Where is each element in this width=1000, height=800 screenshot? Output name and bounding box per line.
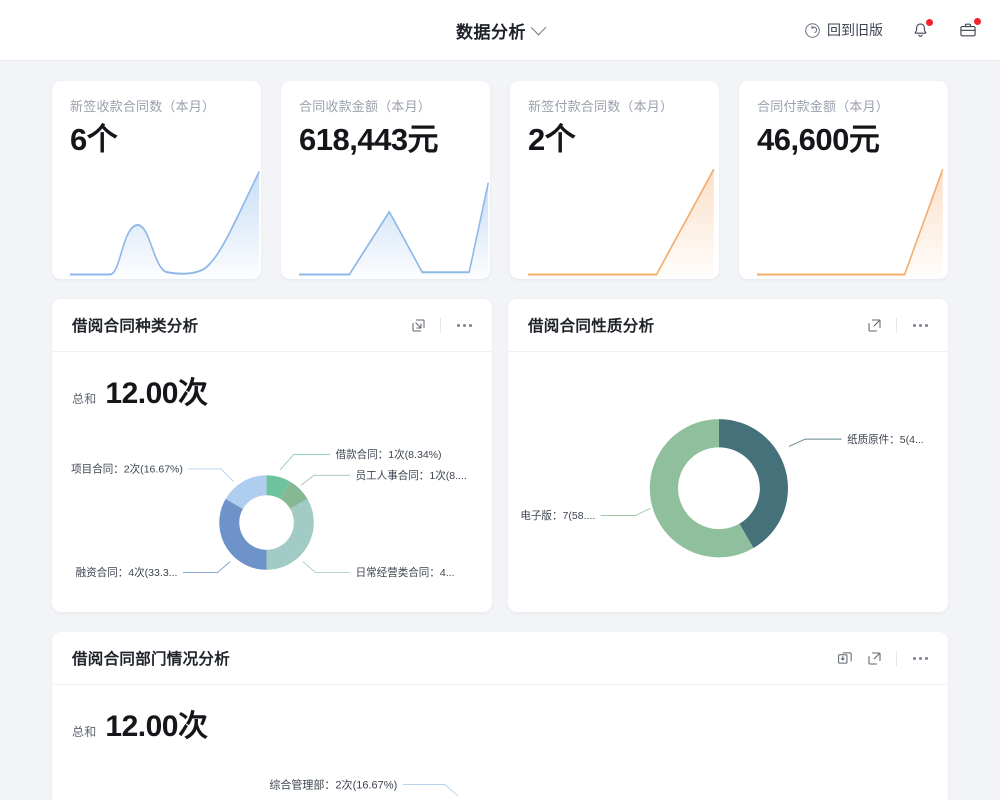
sparkline-new-receipt-contracts xyxy=(70,167,261,279)
kpi-value: 2个 xyxy=(528,122,576,157)
panel-header: 借阅合同性质分析 xyxy=(508,299,948,352)
chart-contract-department-pie[interactable]: 综合管理部：2次(16.67%) xyxy=(72,763,928,800)
header-actions: 回到旧版 xyxy=(804,0,981,60)
dashboard-content: 新签收款合同数（本月） 6个 合同收款金额（本月） 618,443元 xyxy=(0,61,1000,800)
panel-contract-kinds: 借阅合同种类分析 总和 12.00次 xyxy=(52,299,492,612)
kpi-card-new-receipt-contracts[interactable]: 新签收款合同数（本月） 6个 xyxy=(52,81,261,279)
page-title: 数据分析 xyxy=(456,22,526,42)
panel-contract-department: 借阅合同部门情况分析 总和 12.00次 xyxy=(52,632,948,800)
pie-label-1: 员工人事合同：1次(8.... xyxy=(356,469,467,482)
top-header: 数据分析 回到旧版 xyxy=(0,0,1000,61)
total-summary: 总和 12.00次 xyxy=(72,368,472,412)
workbench-badge xyxy=(974,18,981,25)
kpi-label: 新签收款合同数（本月） xyxy=(70,99,216,114)
ellipsis-icon[interactable] xyxy=(911,651,930,666)
panel-actions xyxy=(411,317,474,333)
pie-label-2: 日常经营类合同：4... xyxy=(356,566,455,579)
panel-title: 借阅合同部门情况分析 xyxy=(72,651,231,668)
pie-label-paper: 纸质原件：5(4... xyxy=(847,433,924,446)
kpi-card-payment-amount[interactable]: 合同付款金额（本月） 46,600元 xyxy=(739,81,948,279)
action-divider xyxy=(896,650,897,666)
back-to-legacy-label: 回到旧版 xyxy=(827,22,883,38)
total-summary: 总和 12.00次 xyxy=(72,701,928,745)
chart-contract-nature-donut[interactable]: 纸质原件：5(4... 电子版：7(58.... xyxy=(520,368,928,612)
pie-label-4: 项目合同：2次(16.67%) xyxy=(71,463,183,476)
action-divider xyxy=(440,317,441,333)
external-link-icon[interactable] xyxy=(867,318,882,333)
action-divider xyxy=(896,317,897,333)
total-value: 12.00次 xyxy=(105,377,208,410)
total-label: 总和 xyxy=(72,725,97,739)
panel-header: 借阅合同种类分析 xyxy=(52,299,492,352)
rollback-circle-icon xyxy=(805,22,820,38)
analysis-panel-row: 借阅合同种类分析 总和 12.00次 xyxy=(52,299,948,612)
panel-body: 总和 12.00次 xyxy=(52,352,492,612)
panel-title: 借阅合同性质分析 xyxy=(528,318,655,335)
notification-badge xyxy=(926,18,933,26)
kpi-value: 6个 xyxy=(70,122,118,157)
download-icon[interactable] xyxy=(837,650,853,666)
pie-label-3: 融资合同：4次(33.3... xyxy=(76,566,178,579)
panel-contract-nature: 借阅合同性质分析 xyxy=(508,299,948,612)
workbench-button[interactable] xyxy=(958,18,981,40)
kpi-card-row: 新签收款合同数（本月） 6个 合同收款金额（本月） 618,443元 xyxy=(52,81,948,279)
kpi-label: 合同收款金额（本月） xyxy=(299,99,432,114)
external-link-icon[interactable] xyxy=(867,651,882,666)
kpi-card-new-payment-contracts[interactable]: 新签付款合同数（本月） 2个 xyxy=(510,81,719,279)
sparkline-new-payment-contracts xyxy=(528,167,719,279)
notifications-button[interactable] xyxy=(911,18,933,40)
panel-actions xyxy=(867,317,930,333)
panel-header: 借阅合同部门情况分析 xyxy=(52,632,948,685)
page-title-dropdown[interactable]: 数据分析 xyxy=(456,18,547,43)
kpi-value: 46,600元 xyxy=(757,122,880,157)
ellipsis-icon[interactable] xyxy=(455,318,474,333)
pie-label-department: 综合管理部：2次(16.67%) xyxy=(269,777,397,791)
chevron-down-icon[interactable] xyxy=(530,19,547,35)
bell-icon xyxy=(914,22,927,37)
kpi-card-receipt-amount[interactable]: 合同收款金额（本月） 618,443元 xyxy=(281,81,490,279)
kpi-value: 618,443元 xyxy=(299,122,439,157)
pie-label-0: 借款合同：1次(8.34%) xyxy=(336,448,442,461)
pie-label-electronic: 电子版：7(58.... xyxy=(520,509,595,522)
briefcase-icon xyxy=(960,23,976,37)
total-label: 总和 xyxy=(72,392,97,406)
back-to-legacy-button[interactable]: 回到旧版 xyxy=(804,20,883,40)
sparkline-payment-amount xyxy=(757,167,948,279)
kpi-label: 新签付款合同数（本月） xyxy=(528,99,674,114)
total-value: 12.00次 xyxy=(105,710,208,743)
panel-body: 总和 12.00次 综合管理部：2次(16.67%) xyxy=(52,685,948,800)
kpi-label: 合同付款金额（本月） xyxy=(757,99,890,114)
external-link-icon[interactable] xyxy=(411,318,426,333)
sparkline-receipt-amount xyxy=(299,167,490,279)
chart-contract-kinds-donut[interactable]: 借款合同：1次(8.34%) 员工人事合同：1次(8.... 日常经营类合同：4… xyxy=(71,418,472,612)
panel-body: 纸质原件：5(4... 电子版：7(58.... xyxy=(508,352,948,612)
panel-title: 借阅合同种类分析 xyxy=(72,318,199,335)
panel-actions xyxy=(837,650,930,666)
ellipsis-icon[interactable] xyxy=(911,318,930,333)
